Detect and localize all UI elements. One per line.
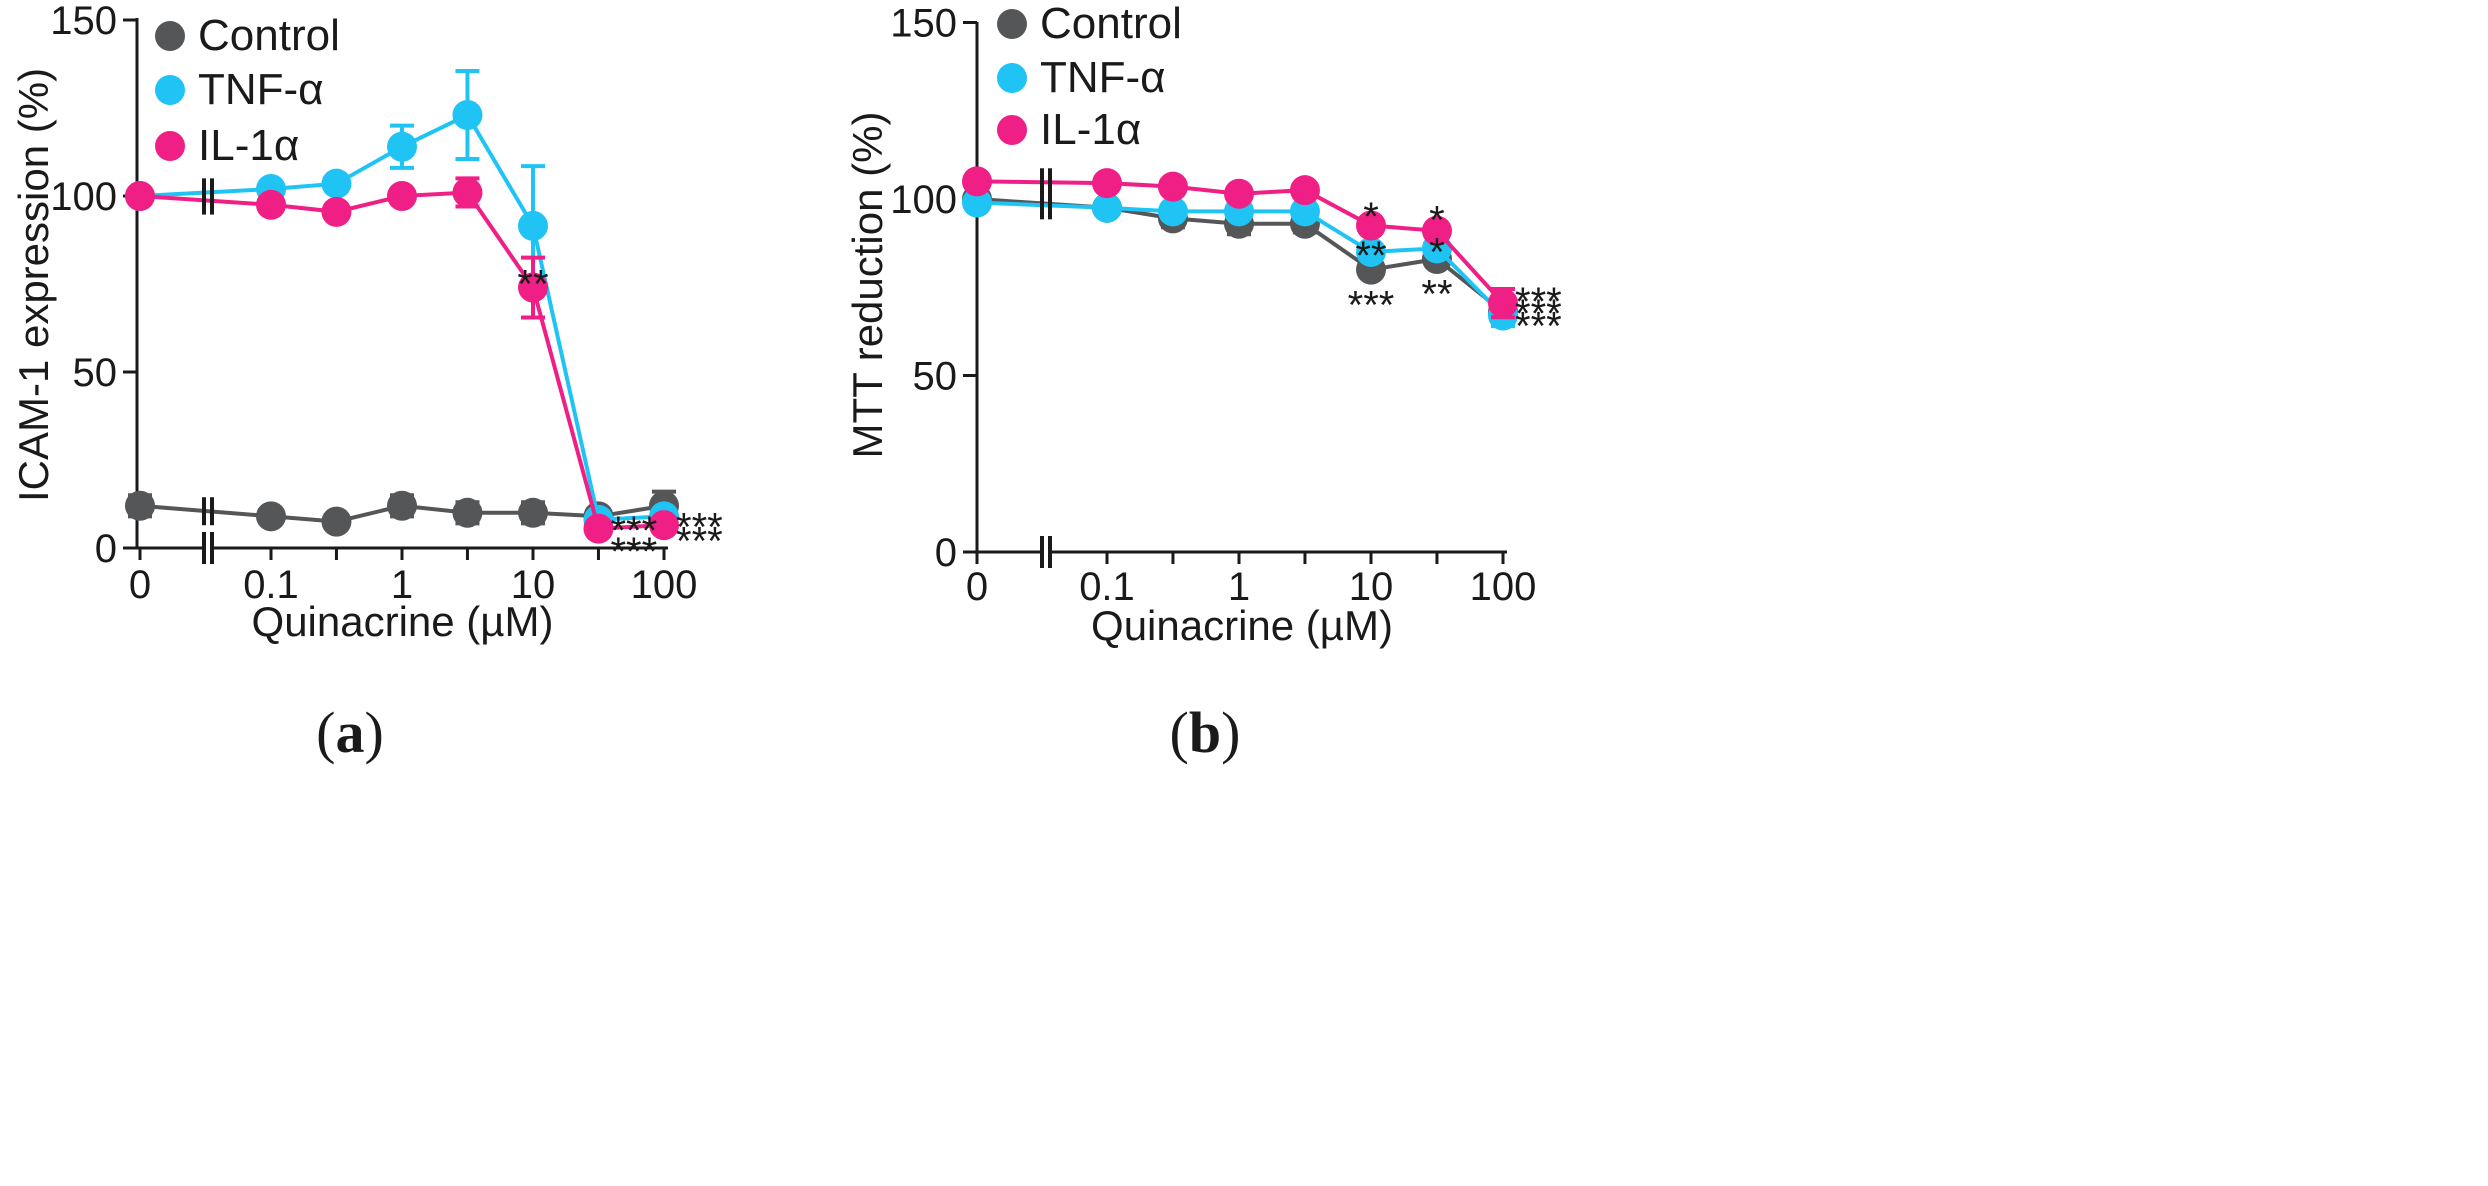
legend-entry: TNF-α bbox=[997, 53, 1166, 102]
y-tick-label: 100 bbox=[890, 178, 957, 222]
panel-label: (a) bbox=[316, 700, 384, 765]
x-tick-label: 0 bbox=[129, 563, 151, 607]
significance-annotation: *** bbox=[1348, 283, 1395, 327]
x-tick-label: 0 bbox=[966, 565, 988, 609]
x-axis-title: Quinacrine (µM) bbox=[1091, 602, 1393, 649]
significance-annotation: ** bbox=[517, 262, 548, 306]
data-point bbox=[452, 177, 483, 208]
data-point bbox=[1157, 196, 1188, 227]
significance-annotation: * bbox=[1429, 230, 1445, 274]
data-point bbox=[387, 490, 417, 521]
y-tick-label: 50 bbox=[913, 355, 958, 399]
data-point bbox=[387, 131, 417, 162]
data-point bbox=[321, 196, 352, 227]
y-axis-title: MTT reduction (%) bbox=[844, 112, 891, 459]
data-point bbox=[583, 513, 614, 544]
x-tick-label: 100 bbox=[631, 563, 698, 607]
y-tick-label: 0 bbox=[95, 527, 117, 571]
data-point bbox=[518, 210, 548, 241]
legend-entry: IL-1α bbox=[155, 121, 299, 170]
series-line bbox=[139, 190, 665, 531]
legend-marker bbox=[997, 63, 1027, 93]
y-tick-label: 100 bbox=[50, 175, 117, 219]
legend-entry: Control bbox=[155, 11, 340, 60]
data-point bbox=[518, 272, 548, 303]
y-axis-title: ICAM-1 expression (%) bbox=[10, 68, 57, 502]
significance-annotation: *** bbox=[1515, 280, 1562, 324]
data-point bbox=[1356, 210, 1386, 241]
data-point bbox=[387, 181, 417, 211]
data-point bbox=[1092, 168, 1122, 199]
data-point bbox=[962, 166, 992, 197]
data-point bbox=[1289, 196, 1320, 227]
significance-annotation: *** bbox=[676, 505, 723, 549]
significance-annotation: * bbox=[1363, 195, 1379, 239]
y-tick-label: 150 bbox=[890, 2, 957, 46]
series-line bbox=[139, 112, 665, 522]
data-point bbox=[125, 181, 155, 211]
data-point bbox=[962, 187, 992, 218]
x-axis-title: Quinacrine (µM) bbox=[252, 598, 554, 645]
significance-annotation: ** bbox=[1421, 273, 1452, 317]
legend-label: TNF-α bbox=[1040, 53, 1166, 102]
significance-annotation: *** bbox=[610, 530, 657, 574]
significance-annotation: * bbox=[1429, 199, 1445, 243]
significance-annotation: *** bbox=[676, 519, 723, 563]
x-tick-label: 0.1 bbox=[243, 563, 299, 607]
data-point bbox=[1488, 288, 1518, 319]
x-tick-label: 1 bbox=[1228, 565, 1250, 609]
data-point bbox=[256, 501, 286, 532]
legend-label: IL-1α bbox=[1040, 105, 1141, 154]
legend-marker bbox=[997, 115, 1027, 145]
legend-entry: IL-1α bbox=[997, 105, 1141, 154]
x-tick-label: 1 bbox=[391, 563, 413, 607]
y-tick-label: 50 bbox=[73, 351, 118, 395]
data-point bbox=[649, 510, 679, 541]
panel-letter: b bbox=[1189, 700, 1221, 765]
data-point bbox=[1224, 178, 1254, 209]
data-point bbox=[518, 497, 548, 528]
legend-label: TNF-α bbox=[198, 65, 324, 114]
data-point bbox=[321, 506, 352, 537]
significance-annotation: *** bbox=[1515, 292, 1562, 336]
series-il-1- bbox=[125, 176, 679, 544]
significance-annotation: *** bbox=[1515, 304, 1562, 348]
data-point bbox=[1157, 171, 1188, 202]
legend-marker bbox=[155, 75, 185, 105]
data-point bbox=[452, 497, 483, 528]
legend-entry: Control bbox=[997, 0, 1182, 48]
significance-annotation: *** bbox=[610, 509, 657, 553]
legend-marker bbox=[997, 9, 1027, 39]
legend-marker bbox=[155, 21, 185, 51]
data-point bbox=[321, 168, 352, 199]
legend-entry: TNF-α bbox=[155, 65, 324, 114]
data-point bbox=[1421, 215, 1452, 246]
series-il-1- bbox=[962, 166, 1518, 320]
y-tick-label: 0 bbox=[935, 531, 957, 575]
legend-label: Control bbox=[198, 11, 340, 60]
legend-label: IL-1α bbox=[198, 121, 299, 170]
data-point bbox=[125, 490, 155, 521]
data-point bbox=[1289, 175, 1320, 206]
legend-marker bbox=[155, 131, 185, 161]
panel-letter: a bbox=[336, 700, 365, 765]
data-point bbox=[452, 100, 483, 131]
x-tick-label: 10 bbox=[511, 563, 556, 607]
panel-label: (b) bbox=[1170, 700, 1241, 765]
data-point bbox=[1356, 236, 1386, 267]
data-point bbox=[256, 189, 286, 220]
legend-label: Control bbox=[1040, 0, 1182, 48]
data-point bbox=[1092, 192, 1122, 223]
x-tick-label: 100 bbox=[1470, 565, 1537, 609]
y-tick-label: 150 bbox=[50, 0, 117, 43]
x-tick-label: 10 bbox=[1349, 565, 1394, 609]
significance-annotation: ** bbox=[1355, 234, 1386, 278]
x-tick-label: 0.1 bbox=[1079, 565, 1135, 609]
